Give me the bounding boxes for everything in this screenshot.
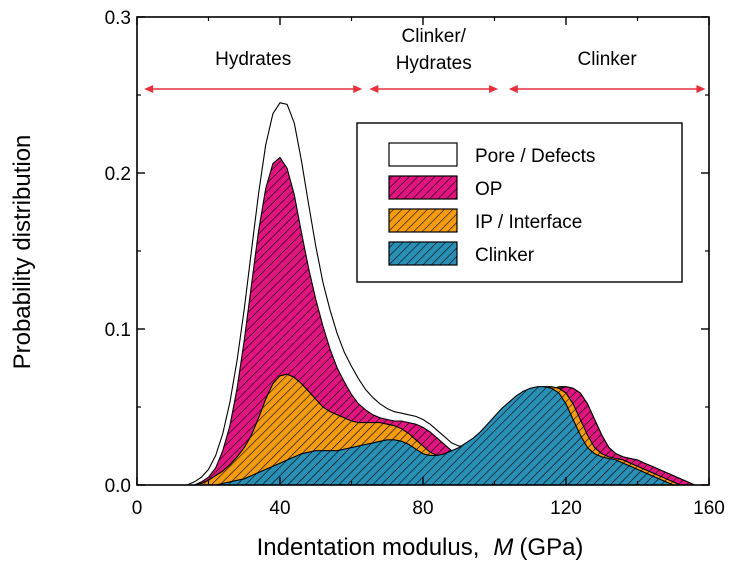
legend-swatch-hatch	[389, 176, 457, 199]
region-arrow-head-right	[353, 85, 363, 93]
x-axis-title-main: Indentation modulus,	[257, 534, 480, 561]
legend: Pore / Defects OP IP / Interface Clinker	[356, 122, 683, 283]
legend-label: IP / Interface	[475, 212, 582, 233]
x-tick-label: 40	[269, 498, 290, 519]
y-tick-label: 0.2	[105, 164, 131, 185]
legend-items: Pore / Defects OP IP / Interface Clinker	[388, 142, 595, 266]
region-1: Clinker/Hydrates	[369, 26, 499, 93]
legend-item-ip-interface: IP / Interface	[388, 208, 582, 233]
legend-label: Pore / Defects	[475, 146, 595, 167]
x-axis-title-symbol: M	[493, 534, 513, 561]
x-tick-label: 80	[412, 498, 433, 519]
region-arrow-head-right	[489, 85, 499, 93]
x-axis-title: Indentation modulus, M (GPa)	[257, 534, 584, 561]
legend-label: OP	[475, 179, 502, 200]
legend-label: Clinker	[475, 245, 535, 266]
region-0: Hydrates	[144, 49, 363, 93]
area-clinker-outline	[187, 386, 709, 485]
legend-swatch-border	[388, 175, 458, 200]
x-axis-title-unit: (GPa)	[519, 534, 583, 561]
legend-swatch-hatch	[389, 242, 457, 265]
region-arrow-head-left	[508, 85, 518, 93]
legend-swatch-border	[388, 208, 458, 233]
region-label: Clinker	[578, 49, 638, 70]
legend-item-pore-defects: Pore / Defects	[388, 142, 595, 167]
region-label-line2: Hydrates	[396, 53, 472, 74]
y-tick-label: 0.1	[105, 320, 131, 341]
legend-item-clinker: Clinker	[388, 241, 535, 266]
areas-layer	[186, 102, 709, 485]
legend-swatch-hatch	[389, 209, 457, 232]
region-arrow-head-left	[369, 85, 379, 93]
y-tick-label: 0.0	[105, 476, 131, 497]
y-tick-label: 0.3	[105, 8, 131, 29]
x-tick-label: 160	[693, 498, 725, 519]
x-tick-label: 0	[132, 498, 143, 519]
area-op-outline	[187, 156, 695, 485]
ticks-layer: 0 40 80 120 160 0.0 0.1 0.2 0.3	[105, 8, 725, 519]
y-axis-title: Probability distribution	[9, 135, 36, 370]
legend-item-op: OP	[388, 175, 502, 200]
legend-swatch-border	[388, 142, 458, 167]
region-2: Clinker	[508, 49, 706, 93]
legend-swatch-border	[388, 241, 458, 266]
region-label: Hydrates	[215, 49, 291, 70]
legend-swatch	[389, 143, 457, 166]
area-clinker-hatch	[187, 386, 709, 485]
region-arrow-head-right	[696, 85, 706, 93]
region-label-line1: Clinker/	[402, 26, 467, 47]
x-tick-label: 120	[550, 498, 582, 519]
region-arrow-head-left	[144, 85, 154, 93]
